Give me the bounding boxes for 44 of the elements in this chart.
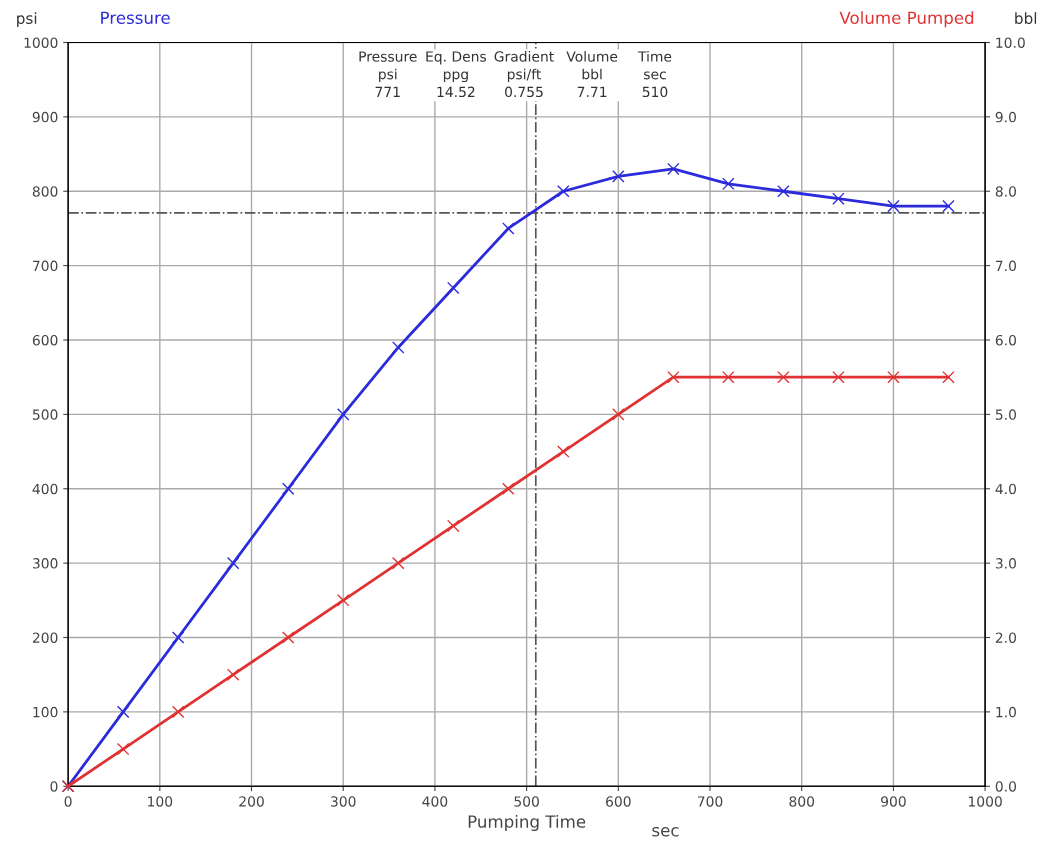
text: Volume Pumped — [839, 11, 974, 28]
y-tick-label: 1000 — [24, 37, 58, 48]
x-tick-label: 300 — [331, 796, 356, 807]
x-axis-title: Pumping Time — [468, 814, 586, 832]
x-tick-label: 700 — [697, 796, 723, 807]
y2-tick-label: 7.0 — [995, 260, 1017, 272]
annotation: Gradient psi/ft 0.755 — [494, 51, 554, 98]
annotation: Pressure psi 771 — [359, 51, 417, 97]
annotation: Time sec 510 — [637, 51, 672, 98]
y2-tick-label: 8.0 — [995, 186, 1017, 197]
y2-tick-label: 1.0 — [996, 706, 1017, 718]
y2-tick-label: 0.0 — [995, 781, 1017, 792]
y-tick-label: 300 — [32, 558, 58, 569]
annotation: Eq. Dens ppg 14.52 — [426, 51, 487, 98]
x-tick-label: 100 — [148, 796, 173, 807]
x-tick-label: 900 — [881, 796, 906, 807]
text: Pressure — [101, 11, 170, 25]
y-tick-label: 200 — [32, 632, 58, 643]
y-tick-label: 100 — [33, 706, 58, 718]
y-tick-label: 400 — [32, 483, 58, 495]
y-tick-label: 500 — [32, 409, 58, 420]
y2-tick-label: 9.0 — [995, 111, 1017, 123]
y-tick-label: 900 — [32, 111, 58, 123]
y2-tick-label: 2.0 — [995, 632, 1017, 643]
y2-axis-title: bbl — [1015, 12, 1037, 25]
y-tick-label: 800 — [32, 186, 58, 197]
y-tick-label: 700 — [33, 260, 58, 272]
y-tick-label: 600 — [32, 334, 58, 346]
x-tick-label: 800 — [789, 796, 815, 807]
x-tick-label: 0 — [64, 796, 72, 807]
y-axis-title: psi — [17, 12, 37, 27]
x-tick-label: 600 — [606, 796, 631, 807]
y2-tick-label: 4.0 — [995, 483, 1017, 495]
text: sec — [652, 827, 679, 837]
annotation: Volume bbl 7.71 — [566, 51, 618, 97]
y2-tick-label: 10.0 — [996, 37, 1025, 48]
y2-tick-label: 3.0 — [995, 558, 1017, 569]
y2-tick-label: 6.0 — [995, 334, 1017, 346]
y-tick-label: 0 — [50, 781, 58, 792]
x-tick-label: 1000 — [968, 796, 1002, 807]
y2-tick-label: 5.0 — [995, 409, 1017, 420]
x-tick-label: 500 — [514, 796, 539, 807]
x-tick-label: 200 — [239, 796, 264, 807]
x-tick-label: 400 — [422, 796, 448, 807]
